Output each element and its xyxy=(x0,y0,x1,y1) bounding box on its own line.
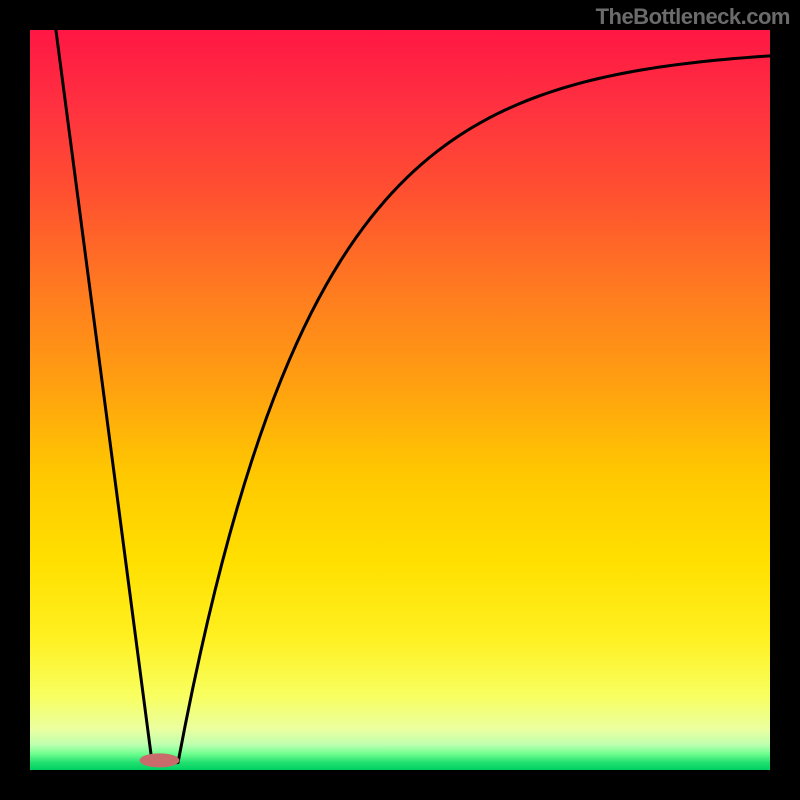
frame-bottom xyxy=(0,770,800,800)
chart-svg xyxy=(0,0,800,800)
plot-background xyxy=(30,30,770,770)
min-band-marker xyxy=(140,753,180,767)
frame-left xyxy=(0,0,30,800)
watermark-text: TheBottleneck.com xyxy=(596,4,790,30)
chart-container: TheBottleneck.com xyxy=(0,0,800,800)
frame-right xyxy=(770,0,800,800)
